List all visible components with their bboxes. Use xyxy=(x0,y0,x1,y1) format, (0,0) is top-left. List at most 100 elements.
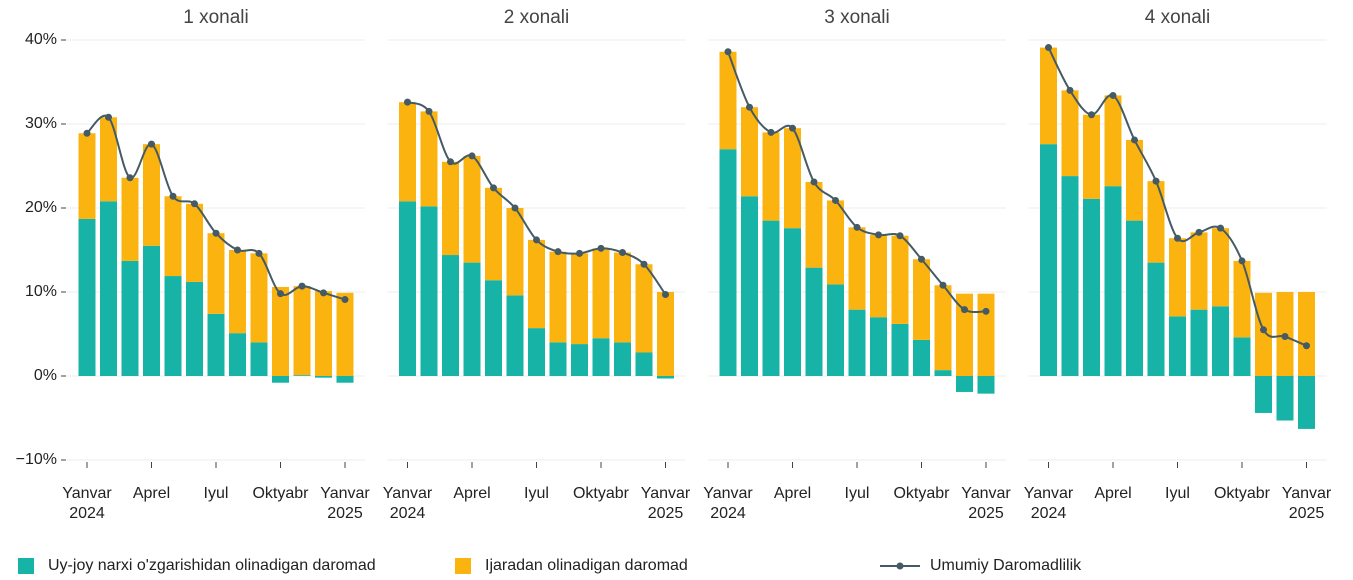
bar-segment xyxy=(164,196,182,277)
total-point xyxy=(662,291,669,299)
bar-segment xyxy=(1147,181,1165,263)
total-point xyxy=(490,184,497,192)
x-tick-label: Yanvar 2025 xyxy=(320,485,370,522)
total-point xyxy=(1174,234,1181,242)
bar-segment xyxy=(571,253,588,345)
total-point xyxy=(875,231,882,239)
bar-segment xyxy=(592,338,610,376)
bar-segment xyxy=(1104,186,1122,376)
total-point xyxy=(404,98,411,106)
bar-segment xyxy=(741,196,758,376)
total-point xyxy=(724,48,732,56)
total-point xyxy=(918,255,925,263)
bar-segment xyxy=(934,285,952,371)
bar-segment xyxy=(1212,306,1229,376)
legend-point xyxy=(896,562,904,570)
total-point xyxy=(1066,86,1074,94)
bar-segment xyxy=(100,117,117,202)
bar-segment xyxy=(506,295,524,376)
bar-segment xyxy=(336,376,354,383)
x-tick-label: Iyul xyxy=(1165,485,1190,502)
bar-segment xyxy=(827,200,844,285)
bar-segment xyxy=(657,376,674,379)
total-point xyxy=(83,129,91,137)
y-tick-label: 30% xyxy=(25,115,57,132)
bar-segment xyxy=(250,253,268,343)
legend-label: Umumiy Daromadlilik xyxy=(930,557,1082,574)
bar-segment xyxy=(229,250,246,334)
bar-segment xyxy=(293,286,311,376)
x-tick-label: Yanvar 2025 xyxy=(640,485,691,522)
total-point xyxy=(1088,111,1095,119)
total-point xyxy=(597,244,605,252)
bar-segment xyxy=(784,228,801,376)
bar-segment xyxy=(485,280,502,376)
bar-segment xyxy=(635,264,653,353)
total-point xyxy=(169,192,177,200)
bar-segment xyxy=(399,201,416,376)
bar-segment xyxy=(762,132,780,221)
bar-segment xyxy=(1255,376,1272,413)
total-point xyxy=(576,249,583,257)
total-point xyxy=(619,249,626,257)
legend-label: Uy-joy narxi o'zgarishidan olinadigan da… xyxy=(48,557,376,574)
bar-segment xyxy=(442,161,459,256)
bar-segment xyxy=(741,107,758,197)
total-point xyxy=(853,223,861,231)
total-point xyxy=(212,229,220,237)
bar-segment xyxy=(805,181,823,268)
x-tick-label: Yanvar 2024 xyxy=(382,485,433,522)
total-point xyxy=(320,289,327,297)
x-tick-label: Aprel xyxy=(1094,485,1132,502)
total-point xyxy=(126,174,134,182)
total-point xyxy=(105,113,112,121)
total-point xyxy=(746,103,753,111)
bar-segment xyxy=(528,328,545,376)
bar-segment xyxy=(293,375,311,376)
x-tick-label: Yanvar 2025 xyxy=(961,485,1011,522)
bar-segment xyxy=(956,376,973,392)
bar-segment xyxy=(657,292,674,376)
bar-segment xyxy=(442,255,459,376)
bar-segment xyxy=(1104,95,1122,187)
bar-segment xyxy=(635,352,653,376)
x-tick-label: Yanvar 2024 xyxy=(703,485,753,522)
bar-segment xyxy=(315,376,332,378)
total-point xyxy=(640,260,648,268)
bar-segment xyxy=(805,267,823,376)
bar-segment xyxy=(1212,228,1229,307)
total-point xyxy=(1303,342,1310,350)
bar-segment xyxy=(1147,262,1165,376)
bar-segment xyxy=(272,376,289,383)
bar-segment xyxy=(143,245,160,376)
bar-segment xyxy=(399,102,416,202)
total-point xyxy=(447,158,454,166)
total-point xyxy=(277,290,284,298)
bar-segment xyxy=(315,291,332,376)
bar-segment xyxy=(207,313,225,376)
bar-segment xyxy=(420,111,438,207)
bar-segment xyxy=(164,276,182,376)
total-point xyxy=(255,249,263,257)
x-tick-label: Yanvar 2024 xyxy=(62,485,112,522)
bar-segment xyxy=(913,339,930,376)
x-tick-label: Yanvar 2025 xyxy=(1281,485,1332,522)
bar-segment xyxy=(250,342,268,376)
bar-segment xyxy=(506,208,524,296)
bar-segment xyxy=(528,239,545,329)
bar-segment xyxy=(762,220,780,376)
bar-segment xyxy=(1169,316,1186,376)
x-tick-label: Iyul xyxy=(203,485,229,502)
bar-segment xyxy=(186,281,203,376)
bar-segment xyxy=(891,235,909,324)
bar-segment xyxy=(870,234,887,318)
total-point xyxy=(533,236,540,244)
total-point xyxy=(767,128,775,136)
bar-segment xyxy=(1061,176,1079,376)
bar-segment xyxy=(1126,220,1143,376)
bar-segment xyxy=(827,284,844,376)
total-point xyxy=(1260,326,1267,334)
legend-swatch xyxy=(455,558,471,574)
y-tick-label: 10% xyxy=(25,283,57,300)
bar-segment xyxy=(186,203,203,282)
